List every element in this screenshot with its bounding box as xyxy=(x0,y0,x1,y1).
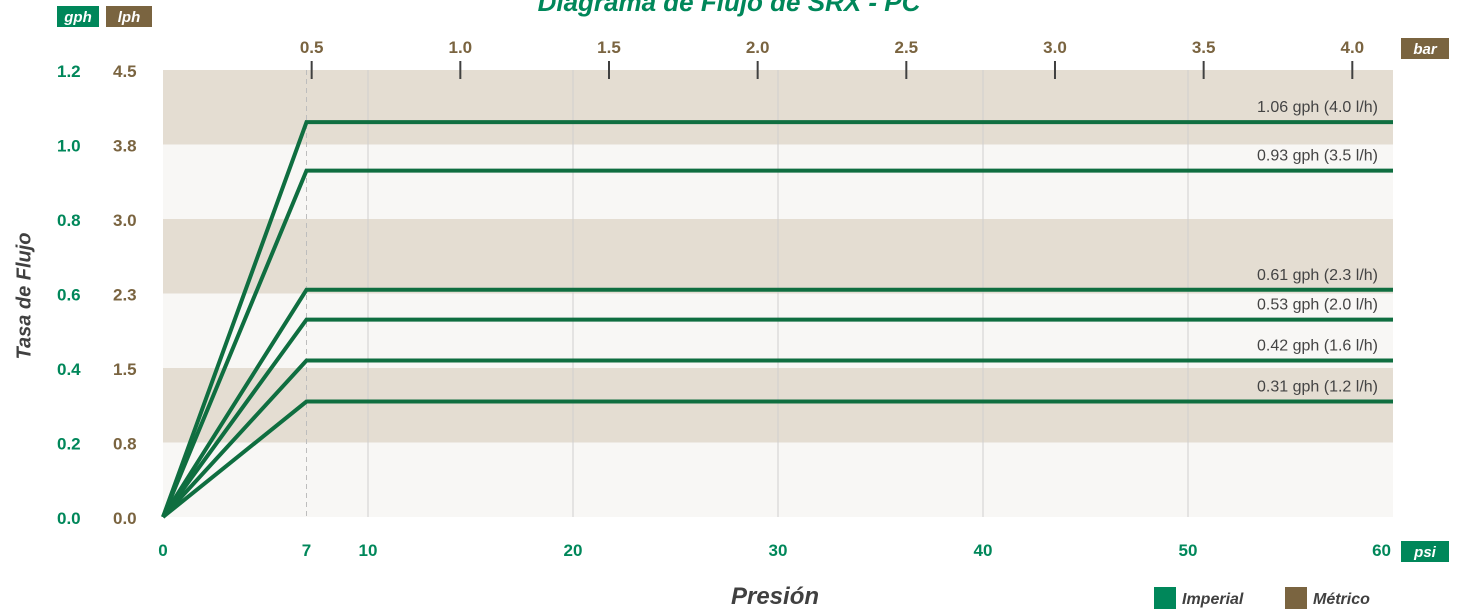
series-labels: 1.06 gph (4.0 l/h) 0.93 gph (3.5 l/h) 0.61… xyxy=(1257,99,1378,395)
series-line-0 xyxy=(161,120,1393,518)
x-tick-label-psi: 20 xyxy=(564,541,583,560)
x-tick-label-psi: 0 xyxy=(158,541,167,560)
y-tick-label-gph: 0.4 xyxy=(57,360,81,379)
unit-badge-lph: lph xyxy=(106,6,152,27)
x-tick-label-bar: 1.5 xyxy=(597,38,621,57)
x-tick-label-bar: 3.5 xyxy=(1192,38,1216,57)
y-tick-label-lph: 1.5 xyxy=(113,360,137,379)
legend-label-imperial: Imperial xyxy=(1182,591,1244,608)
x-tick-label-psi: 40 xyxy=(974,541,993,560)
series-label-0: 1.06 gph (4.0 l/h) xyxy=(1257,99,1378,116)
axes: 0.0 0.0 0.2 0.8 0.4 1.5 0.6 2.3 0.8 3.0 1.0 3.8 1.2 4… xyxy=(57,38,1391,560)
x-tick-label-bar: 2.0 xyxy=(746,38,770,57)
series-label-3: 0.53 gph (2.0 l/h) xyxy=(1257,297,1378,314)
legend-label-metric: Métrico xyxy=(1313,591,1370,608)
x-tick-label-psi: 60 xyxy=(1372,541,1391,560)
legend-swatch-imperial xyxy=(1154,587,1176,609)
y-tick-label-gph: 0.8 xyxy=(57,211,81,230)
y-tick-label-gph: 1.2 xyxy=(57,62,81,81)
y-axis-title-text: Tasa de Flujo xyxy=(13,232,35,359)
grid-lines xyxy=(306,70,1189,517)
y-tick-label-gph: 1.0 xyxy=(57,137,81,156)
unit-badge-bar-text: bar xyxy=(1413,41,1438,58)
series-line-1 xyxy=(161,168,1393,518)
unit-badge-gph: gph xyxy=(57,6,99,27)
x-tick-label-bar: 1.0 xyxy=(449,38,473,57)
series-lines xyxy=(161,120,1393,519)
series-line-4 xyxy=(161,358,1393,519)
y-tick-label-gph: 0.0 xyxy=(57,509,81,528)
unit-badge-psi-text: psi xyxy=(1413,544,1437,561)
x-tick-label-bar: 0.5 xyxy=(300,38,324,57)
series-label-4: 0.42 gph (1.6 l/h) xyxy=(1257,338,1378,355)
unit-badge-bar: bar xyxy=(1401,38,1449,59)
series-line-2 xyxy=(161,287,1393,519)
chart-title: Diagrama de Flujo de SRX - PC xyxy=(538,0,922,17)
y-tick-label-lph: 0.8 xyxy=(113,435,137,454)
series-label-2: 0.61 gph (2.3 l/h) xyxy=(1257,267,1378,284)
x-tick-label-psi: 30 xyxy=(769,541,788,560)
y-tick-label-lph: 3.8 xyxy=(113,137,137,156)
x-tick-label-bar: 3.0 xyxy=(1043,38,1067,57)
legend-swatch-metric xyxy=(1285,587,1307,609)
x-tick-label-psi: 10 xyxy=(359,541,378,560)
series-label-5: 0.31 gph (1.2 l/h) xyxy=(1257,379,1378,396)
x-tick-label-bar: 4.0 xyxy=(1340,38,1364,57)
series-label-1: 0.93 gph (3.5 l/h) xyxy=(1257,148,1378,165)
unit-badge-psi: psi xyxy=(1401,541,1449,562)
y-tick-label-lph: 3.0 xyxy=(113,211,137,230)
series-line-5 xyxy=(161,399,1393,519)
y-tick-label-gph: 0.2 xyxy=(57,435,81,454)
x-tick-label-bar: 2.5 xyxy=(894,38,918,57)
y-tick-label-lph: 0.0 xyxy=(113,509,137,528)
y-axis-title: Tasa de Flujo xyxy=(13,232,35,359)
y-tick-label-lph: 4.5 xyxy=(113,62,137,81)
unit-badge-lph-text: lph xyxy=(118,9,141,26)
x-axis-title: Presión xyxy=(731,583,819,610)
x-tick-label-psi: 50 xyxy=(1179,541,1198,560)
legend: Imperial Métrico xyxy=(1154,587,1370,609)
series-line-3 xyxy=(161,317,1393,519)
unit-badge-gph-text: gph xyxy=(63,9,92,26)
y-tick-label-lph: 2.3 xyxy=(113,286,137,305)
x-tick-label-psi: 7 xyxy=(302,541,311,560)
y-tick-label-gph: 0.6 xyxy=(57,286,81,305)
